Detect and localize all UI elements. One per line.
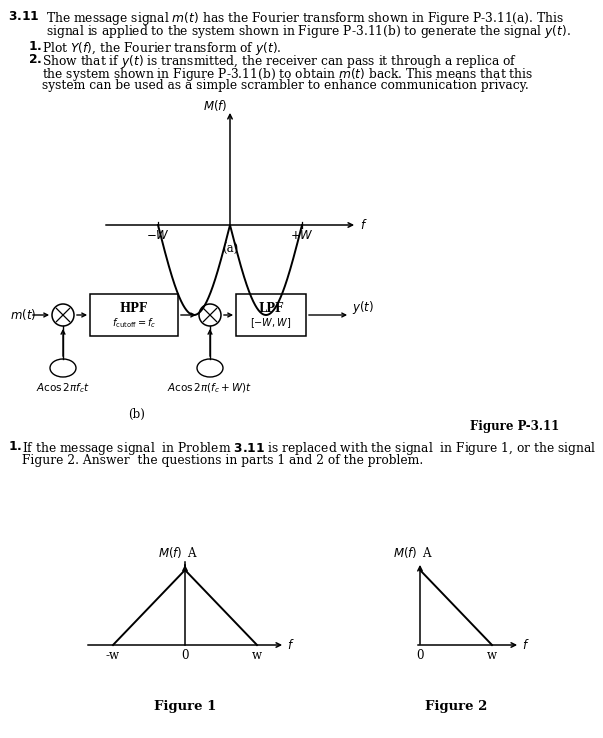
Text: LPF: LPF xyxy=(258,303,283,316)
Text: $f$: $f$ xyxy=(287,638,295,652)
Text: $\mathbf{3.11}$: $\mathbf{3.11}$ xyxy=(8,10,39,23)
Text: 0: 0 xyxy=(416,649,424,662)
Text: the system shown in Figure P-3.11(b) to obtain $m(t)$ back. This means that this: the system shown in Figure P-3.11(b) to … xyxy=(42,66,533,83)
Text: (a): (a) xyxy=(222,243,238,256)
Text: $\mathbf{1.}$: $\mathbf{1.}$ xyxy=(28,40,42,53)
Text: w: w xyxy=(252,649,262,662)
Text: $M(f)$: $M(f)$ xyxy=(393,545,417,560)
Text: signal is applied to the system shown in Figure P-3.11(b) to generate the signal: signal is applied to the system shown in… xyxy=(46,23,571,40)
Text: w: w xyxy=(487,649,497,662)
Text: $m(t)$: $m(t)$ xyxy=(10,308,36,323)
Text: $f$: $f$ xyxy=(360,218,368,232)
Text: Figure 2: Figure 2 xyxy=(425,700,487,713)
Text: $-W$: $-W$ xyxy=(146,229,170,242)
Text: $A\cos 2\pi f_c t$: $A\cos 2\pi f_c t$ xyxy=(36,381,90,395)
Text: -w: -w xyxy=(106,649,120,662)
Text: Figure P-3.11: Figure P-3.11 xyxy=(470,420,559,433)
Text: 0: 0 xyxy=(182,649,189,662)
Text: $+W$: $+W$ xyxy=(290,229,314,242)
Text: $[-W, W]$: $[-W, W]$ xyxy=(250,316,292,330)
Text: $M(f)$: $M(f)$ xyxy=(157,545,182,560)
Text: Figure 2. Answer  the questions in parts 1 and 2 of the problem.: Figure 2. Answer the questions in parts … xyxy=(22,454,423,467)
Text: If the message signal  in Problem $\mathbf{3.11}$ is replaced with the signal  i: If the message signal in Problem $\mathb… xyxy=(22,440,596,457)
Text: $\mathbf{2.}$: $\mathbf{2.}$ xyxy=(28,53,42,66)
Text: Plot $Y(f)$, the Fourier transform of $y(t)$.: Plot $Y(f)$, the Fourier transform of $y… xyxy=(42,40,282,57)
Text: $y(t)$: $y(t)$ xyxy=(352,298,374,316)
Bar xyxy=(236,294,306,336)
Text: Figure 1: Figure 1 xyxy=(154,700,216,713)
Text: $M(f)$: $M(f)$ xyxy=(203,98,227,113)
Text: system can be used as a simple scrambler to enhance communication privacy.: system can be used as a simple scrambler… xyxy=(42,79,529,92)
Text: The message signal $m(t)$ has the Fourier transform shown in Figure P-3.11(a). T: The message signal $m(t)$ has the Fourie… xyxy=(46,10,564,27)
Bar xyxy=(90,294,178,336)
Text: Show that if $y(t)$ is transmitted, the receiver can pass it through a replica o: Show that if $y(t)$ is transmitted, the … xyxy=(42,53,517,70)
Text: $A\cos 2\pi(f_c + W)t$: $A\cos 2\pi(f_c + W)t$ xyxy=(168,381,253,395)
Text: A: A xyxy=(187,547,195,560)
Text: $f$: $f$ xyxy=(522,638,529,652)
Text: $\mathbf{1.}$: $\mathbf{1.}$ xyxy=(8,440,22,453)
Text: (b): (b) xyxy=(128,408,145,421)
Text: $f_{\mathrm{cutoff}} = f_c$: $f_{\mathrm{cutoff}} = f_c$ xyxy=(112,316,156,330)
Text: A: A xyxy=(422,547,431,560)
Text: HPF: HPF xyxy=(120,303,148,316)
